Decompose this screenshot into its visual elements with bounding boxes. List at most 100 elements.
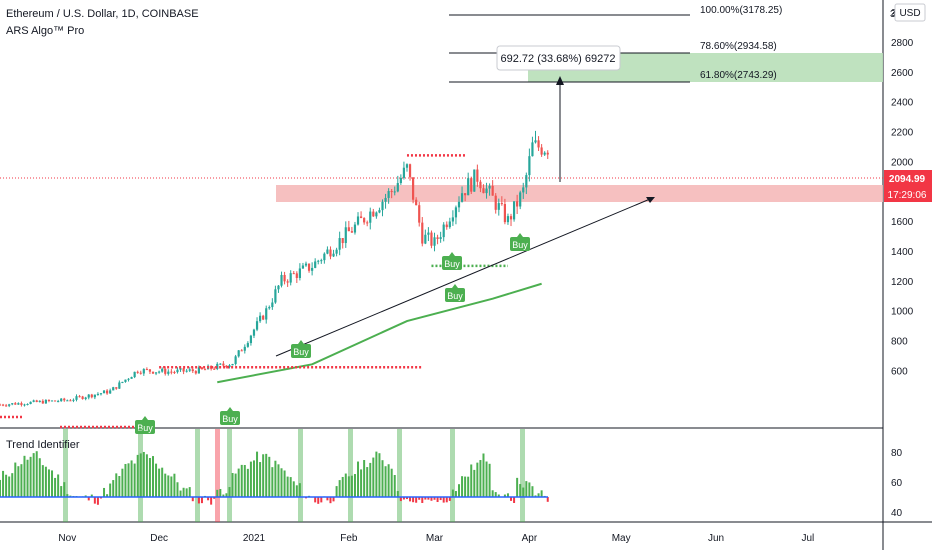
osc-bar [262,454,265,497]
osc-bar [103,487,106,497]
candle-body [75,396,78,400]
candle-body [528,156,531,176]
candle-body [219,363,222,365]
candle-body [289,273,292,283]
candle-body [485,188,488,194]
candle-body [311,267,314,271]
measure-box: 692.72 (33.68%) 69272 [496,45,621,71]
candle-body [112,387,115,391]
osc-bar [216,489,219,497]
candle-body [387,191,390,198]
osc-bar [35,451,38,497]
candle-body [292,273,295,275]
measure-text: 692.72 (33.68%) 69272 [501,53,616,65]
candle-body [255,321,259,330]
osc-band [63,429,68,522]
candle-body [200,367,204,370]
osc-band [298,429,303,522]
candle-body [396,183,399,192]
price-tag: 2094.99 17:29:06 [884,170,932,202]
candle-body [38,400,41,402]
osc-band [348,429,353,522]
osc-bar [90,494,93,497]
candle-body [433,237,436,246]
osc-bar [41,465,44,497]
candle-body [332,253,335,257]
osc-bar [510,497,513,501]
osc-bar [399,497,402,502]
candle-body [341,238,344,244]
osc-bar [347,476,350,497]
osc-bar [191,497,194,502]
osc-bar [393,475,396,497]
osc-bar [200,497,203,504]
candle-body [408,164,412,178]
osc-bar [491,490,494,497]
candle-body [516,201,519,207]
buy-signal: Buy [220,407,240,425]
osc-bar [225,493,228,497]
candle-body [280,274,283,286]
osc-bar [461,476,464,497]
candle-body [130,377,133,379]
osc-bar [286,476,289,497]
candle-body [93,394,96,398]
osc-bar [274,460,277,497]
osc-bar [540,490,543,497]
osc-bar [332,497,335,502]
time-tick: Jun [708,533,724,544]
osc-bar [479,460,482,497]
candle-body [418,205,421,223]
candle-body [271,302,274,308]
candle-body [240,350,243,352]
trendline[interactable] [275,198,651,357]
osc-bar [298,483,301,497]
candle-body [262,315,265,320]
osc-bar [29,456,32,497]
osc-band [450,429,455,522]
osc-bar [256,451,259,497]
svg-text:USD: USD [899,8,920,19]
time-tick: Apr [522,533,538,544]
osc-bar [277,464,280,497]
candle-body [298,268,301,278]
candle-body [470,178,473,192]
osc-bar [442,497,445,503]
candle-body [161,368,164,372]
buy-signal: Buy [445,284,465,302]
price-tick: 2600 [891,68,914,79]
osc-bar [44,466,47,497]
osc-bar [528,482,531,497]
time-axis[interactable]: Nov Dec 2021 Feb Mar Apr May Jun Jul [58,533,814,544]
ema-line [217,282,542,384]
candle-body [412,177,415,200]
buy-signal-label: Buy [512,240,528,250]
candle-body [118,382,121,389]
osc-bar [47,469,50,497]
osc-bar [470,464,473,497]
osc-bar [145,454,148,497]
osc-bar [387,464,390,497]
candle-body [546,152,549,155]
candle-body [436,237,439,239]
candle-body [519,192,522,207]
candle-body [295,273,298,278]
currency-selector[interactable]: 3 USD [890,3,926,22]
trend-identifier-histogram [0,429,549,522]
candle-body [427,232,430,235]
buy-signal-label: Buy [444,259,460,269]
osc-bar [369,462,372,497]
osc-bar [424,497,427,500]
osc-bar [384,466,387,497]
candle-body [537,140,540,148]
osc-bar [20,464,23,497]
candle-body [243,346,246,351]
osc-bar [170,476,173,497]
osc-bar [115,473,118,497]
buy-signal: Buy [291,340,311,358]
candle-body [301,265,305,269]
osc-bar [513,497,516,503]
osc-bar [421,497,424,503]
candle-body [66,400,69,402]
